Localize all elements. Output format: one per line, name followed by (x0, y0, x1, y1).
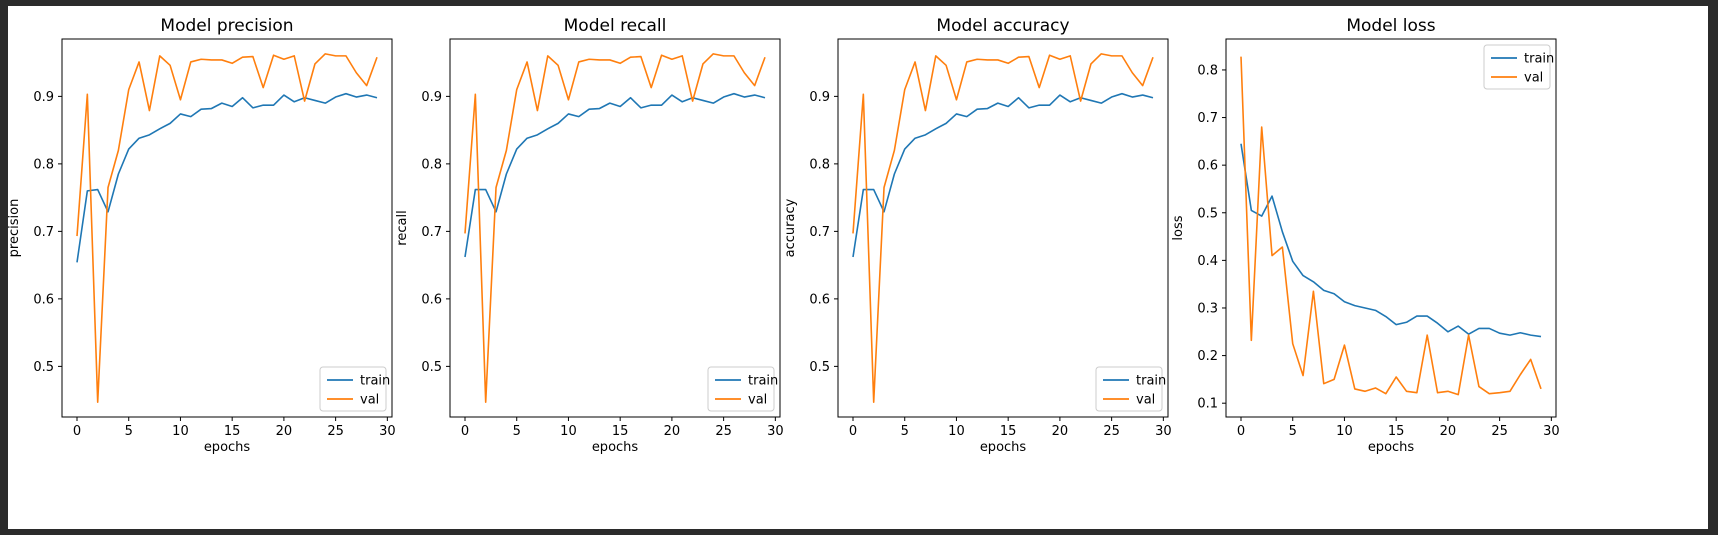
y-tick-label: 0.9 (421, 90, 442, 105)
y-axis-label: accuracy (783, 198, 798, 257)
legend: train val (319, 366, 390, 412)
subplot-1: 0 5 10 15 20 25 30 0.5 0.6 0.7 0.8 0.9 Model precisi… (7, 16, 396, 455)
y-tick-label: 0.5 (1197, 206, 1218, 221)
x-axis-label: epochs (592, 440, 639, 455)
y-tick-label: 0.5 (33, 360, 54, 375)
x-tick-label: 20 (276, 424, 293, 439)
legend-label-val: val (1524, 71, 1543, 86)
y-tick-label: 0.1 (1197, 397, 1218, 412)
subplot-3: 0 5 10 15 20 25 30 0.5 0.6 0.7 0.8 0.9 Model accurac… (783, 16, 1172, 455)
legend-label-val: val (360, 393, 379, 408)
x-tick-label: 15 (1388, 424, 1405, 439)
x-tick-label: 30 (767, 424, 784, 439)
axes-frame (449, 38, 781, 418)
x-tick-label: 20 (1052, 424, 1069, 439)
x-tick-label: 10 (1336, 424, 1353, 439)
x-tick-label: 25 (1103, 424, 1120, 439)
legend-label-train: train (748, 374, 778, 389)
legend: train val (707, 366, 778, 412)
legend-label-train: train (360, 374, 390, 389)
subplot-4: 0 5 10 15 20 25 30 0.1 0.2 0.3 0.4 0.5 0.6 0.7 0.8 Mode… (1171, 16, 1560, 455)
legend-label-train: train (1524, 52, 1554, 67)
x-tick-label: 10 (560, 424, 577, 439)
x-tick-label: 30 (1155, 424, 1172, 439)
legend-label-train: train (1136, 374, 1166, 389)
y-axis-label: precision (8, 199, 22, 258)
y-axis-label: loss (1171, 215, 1186, 240)
x-tick-label: 5 (901, 424, 909, 439)
x-tick-label: 20 (664, 424, 681, 439)
x-axis-label: epochs (980, 440, 1027, 455)
y-tick-label: 0.8 (809, 157, 830, 172)
series-line-val (852, 53, 1154, 403)
y-tick-label: 0.7 (809, 225, 830, 240)
x-tick-label: 5 (125, 424, 133, 439)
y-tick-label: 0.6 (809, 292, 830, 307)
y-tick-label: 0.7 (421, 225, 442, 240)
x-tick-label: 0 (461, 424, 469, 439)
x-tick-label: 10 (172, 424, 189, 439)
chart-title: Model loss (1346, 16, 1435, 36)
series-line-train (76, 92, 378, 263)
y-tick-label: 0.6 (33, 292, 54, 307)
legend: train val (1483, 44, 1554, 90)
axes-frame (61, 38, 393, 418)
y-tick-label: 0.5 (809, 360, 830, 375)
figure: 0 5 10 15 20 25 30 0.5 0.6 0.7 0.8 0.9 Model precisi… (7, 6, 1708, 529)
series-line-train (852, 92, 1154, 258)
series-line-val (76, 53, 378, 403)
series-line-val (464, 53, 766, 403)
x-tick-label: 15 (1000, 424, 1017, 439)
y-tick-label: 0.6 (1197, 159, 1218, 174)
axes-frame (1225, 38, 1557, 418)
y-tick-label: 0.7 (1197, 111, 1218, 126)
x-axis-label: epochs (1368, 440, 1415, 455)
figure-canvas: 0 5 10 15 20 25 30 0.5 0.6 0.7 0.8 0.9 Model precisi… (7, 16, 1560, 455)
x-tick-label: 15 (224, 424, 241, 439)
x-tick-label: 0 (849, 424, 857, 439)
y-tick-label: 0.7 (33, 225, 54, 240)
chart-title: Model precision (160, 16, 293, 36)
axes-frame (837, 38, 1169, 418)
y-tick-label: 0.8 (421, 157, 442, 172)
x-tick-label: 0 (1237, 424, 1245, 439)
legend-label-val: val (748, 393, 767, 408)
x-tick-label: 25 (715, 424, 732, 439)
subplot-2: 0 5 10 15 20 25 30 0.5 0.6 0.7 0.8 0.9 Model recall e… (395, 16, 784, 455)
y-tick-label: 0.8 (33, 157, 54, 172)
x-tick-label: 20 (1440, 424, 1457, 439)
legend-box (319, 366, 387, 412)
x-tick-label: 30 (1543, 424, 1560, 439)
x-tick-label: 5 (513, 424, 521, 439)
chart-title: Model accuracy (936, 16, 1069, 36)
y-tick-label: 0.5 (421, 360, 442, 375)
x-tick-label: 0 (73, 424, 81, 439)
legend-box (1095, 366, 1163, 412)
y-tick-label: 0.4 (1197, 254, 1218, 269)
legend-label-val: val (1136, 393, 1155, 408)
chart-title: Model recall (564, 16, 667, 36)
legend-box (1483, 44, 1551, 90)
y-axis-label: recall (395, 210, 410, 245)
series-line-train (1240, 143, 1542, 338)
x-tick-label: 30 (379, 424, 396, 439)
series-line-val (1240, 56, 1542, 396)
legend: train val (1095, 366, 1166, 412)
x-tick-label: 15 (612, 424, 629, 439)
y-tick-label: 0.3 (1197, 301, 1218, 316)
y-tick-label: 0.9 (809, 90, 830, 105)
y-tick-label: 0.6 (421, 292, 442, 307)
y-tick-label: 0.9 (33, 90, 54, 105)
y-tick-label: 0.8 (1197, 63, 1218, 78)
x-tick-label: 25 (327, 424, 344, 439)
y-tick-label: 0.2 (1197, 349, 1218, 364)
series-line-train (464, 92, 766, 258)
x-tick-label: 25 (1491, 424, 1508, 439)
x-axis-label: epochs (204, 440, 251, 455)
legend-box (707, 366, 775, 412)
x-tick-label: 10 (948, 424, 965, 439)
x-tick-label: 5 (1289, 424, 1297, 439)
